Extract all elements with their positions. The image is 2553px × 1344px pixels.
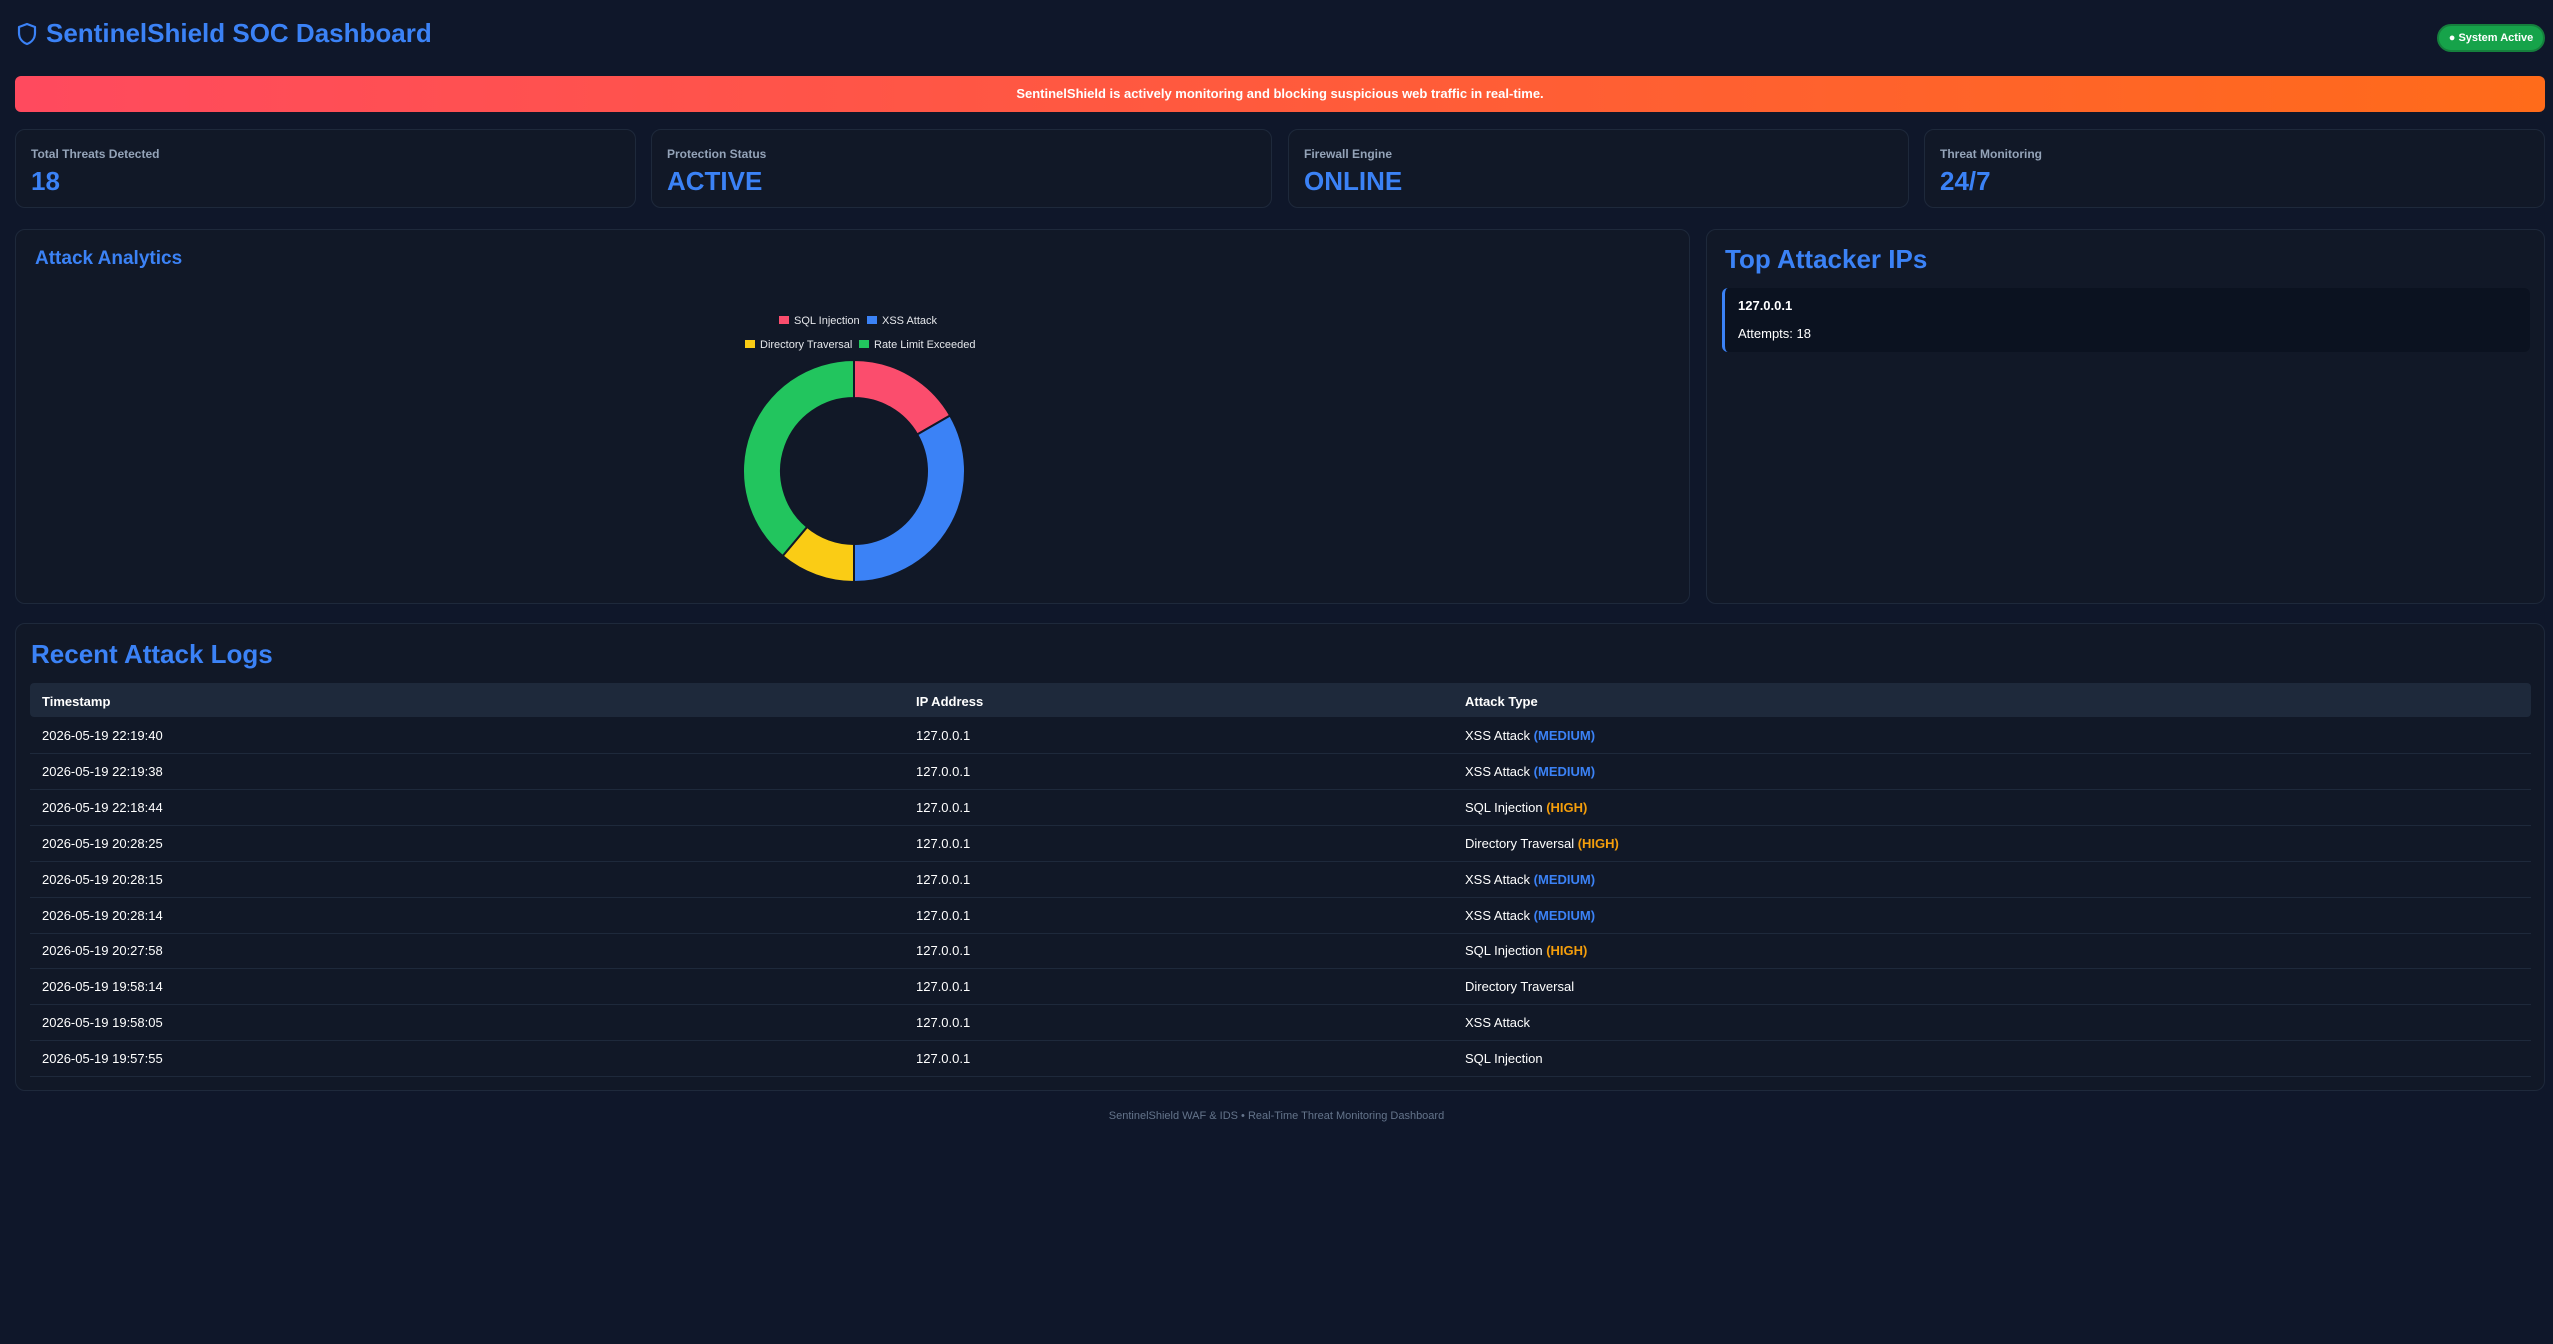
log-type: XSS Attack (MEDIUM): [1465, 728, 1596, 743]
log-row: 2026-05-19 19:58:14 127.0.0.1 Directory Tr…: [30, 968, 2531, 1006]
stat-value: ACTIVE: [667, 166, 763, 196]
log-row: 2026-05-19 20:28:25 127.0.0.1 Directory Tr…: [30, 825, 2531, 862]
severity: (MEDIUM): [1533, 871, 1596, 887]
stat-value: ONLINE: [1304, 166, 1403, 196]
log-type: XSS Attack (MEDIUM): [1465, 907, 1596, 923]
severity: (MEDIUM): [1533, 907, 1596, 923]
doughnut-chart: SQL Injection XSS Attack Directory Travers…: [742, 315, 976, 584]
panel-title: Recent Attack Logs: [31, 639, 273, 669]
legend-swatch: [867, 316, 877, 324]
log-ip: 127.0.0.1: [916, 907, 971, 923]
log-timestamp: 2026-05-19 20:28:25: [42, 835, 163, 851]
page-title: SentinelShield SOC Dashboard: [46, 18, 432, 48]
log-type: SQL Injection (HIGH): [1465, 799, 1588, 815]
log-timestamp: 2026-05-19 22:19:40: [42, 728, 163, 743]
severity: (MEDIUM): [1533, 763, 1596, 779]
legend-label: XSS Attack: [882, 315, 938, 327]
log-timestamp: 2026-05-19 20:28:14: [42, 907, 163, 923]
severity: (HIGH): [1577, 835, 1619, 851]
attacker-item: 127.0.0.1 Attempts: 18: [1722, 288, 2530, 352]
stat-label: Firewall Engine: [1304, 147, 1393, 161]
log-ip: 127.0.0.1: [916, 871, 971, 887]
panel-title: Top Attacker IPs: [1725, 244, 1928, 274]
log-type: XSS Attack (MEDIUM): [1465, 763, 1596, 779]
log-timestamp: 2026-05-19 19:58:14: [42, 979, 163, 995]
legend-label: Directory Traversal: [760, 339, 852, 351]
log-type: SQL Injection (HIGH): [1465, 943, 1588, 959]
log-timestamp: 2026-05-19 20:27:58: [42, 943, 163, 959]
doughnut-slice: [853, 414, 966, 584]
log-type: SQL Injection: [1465, 1051, 1543, 1067]
log-ip: 127.0.0.1: [916, 943, 971, 959]
log-row: 2026-05-19 22:19:38 127.0.0.1 XSS Attack (…: [30, 753, 2531, 790]
stat-value: 18: [31, 166, 60, 196]
log-row: 2026-05-19 22:19:40 127.0.0.1 XSS Attack (…: [30, 717, 2531, 754]
log-ip: 127.0.0.1: [916, 799, 971, 815]
stat-label: Total Threats Detected: [31, 147, 160, 161]
column-header: IP Address: [916, 694, 984, 709]
log-row: 2026-05-19 22:18:44 127.0.0.1 SQL Injectio…: [30, 789, 2531, 826]
log-row: 2026-05-19 20:28:14 127.0.0.1 XSS Attack (…: [30, 897, 2531, 934]
log-type: XSS Attack: [1465, 1015, 1531, 1031]
legend-label: Rate Limit Exceeded: [874, 339, 976, 351]
column-header: Timestamp: [42, 694, 111, 709]
doughnut-slice: [742, 358, 855, 558]
stat-value: 24/7: [1940, 166, 1991, 196]
footer: SentinelShield WAF & IDS • Real-Time Thr…: [1108, 1110, 1445, 1122]
legend-swatch: [859, 340, 869, 348]
log-type: Directory Traversal (HIGH): [1465, 835, 1619, 851]
logs-panel: Recent Attack Logs Timestamp IP Address At…: [15, 623, 2545, 1091]
legend-swatch: [745, 340, 755, 348]
panel-title: Attack Analytics: [35, 248, 183, 269]
attacker-attempts: Attempts: 18: [1738, 326, 1811, 341]
column-header: Attack Type: [1465, 694, 1538, 709]
log-timestamp: 2026-05-19 22:19:38: [42, 763, 163, 779]
log-timestamp: 2026-05-19 19:57:55: [42, 1051, 163, 1067]
log-timestamp: 2026-05-19 20:28:15: [42, 871, 163, 887]
attackers-panel: Top Attacker IPs 127.0.0.1 Attempts: 18: [1706, 229, 2545, 604]
stat-card: Threat Monitoring 24/7: [1924, 129, 2545, 208]
stat-card: Total Threats Detected 18: [15, 129, 636, 208]
log-ip: 127.0.0.1: [916, 1051, 971, 1067]
shield-icon: [17, 22, 37, 46]
alert-banner: SentinelShield is actively monitoring an…: [15, 76, 2545, 112]
table-header: Timestamp IP Address Attack Type: [30, 683, 2531, 717]
log-timestamp: 2026-05-19 19:58:05: [42, 1015, 163, 1031]
log-ip: 127.0.0.1: [916, 763, 971, 779]
status-badge: ● System Active: [2437, 24, 2545, 52]
log-ip: 127.0.0.1: [916, 1015, 971, 1031]
log-row: 2026-05-19 20:28:15 127.0.0.1 XSS Attack (…: [30, 861, 2531, 898]
stat-label: Threat Monitoring: [1940, 147, 2042, 161]
severity: (HIGH): [1546, 799, 1588, 815]
stat-card: Firewall Engine ONLINE: [1288, 129, 1909, 208]
log-type: Directory Traversal: [1465, 979, 1575, 995]
log-ip: 127.0.0.1: [916, 979, 971, 995]
severity: (MEDIUM): [1533, 728, 1596, 743]
log-row: 2026-05-19 19:57:55 127.0.0.1 SQL Injectio…: [30, 1040, 2531, 1078]
attacker-ip: 127.0.0.1: [1738, 298, 1793, 313]
stat-label: Protection Status: [667, 147, 767, 161]
log-ip: 127.0.0.1: [916, 835, 971, 851]
log-timestamp: 2026-05-19 22:18:44: [42, 799, 163, 815]
log-row: 2026-05-19 19:58:05 127.0.0.1 XSS Attack: [30, 1004, 2531, 1042]
log-type: XSS Attack (MEDIUM): [1465, 871, 1596, 887]
legend-swatch: [779, 316, 789, 324]
analytics-panel: Attack Analytics SQL Injection XSS Attack…: [15, 229, 1690, 604]
severity: (HIGH): [1546, 943, 1588, 959]
stat-card: Protection Status ACTIVE: [651, 129, 1272, 208]
log-row: 2026-05-19 20:27:58 127.0.0.1 SQL Injectio…: [30, 932, 2531, 970]
log-ip: 127.0.0.1: [916, 728, 971, 743]
legend-label: SQL Injection: [794, 315, 860, 327]
